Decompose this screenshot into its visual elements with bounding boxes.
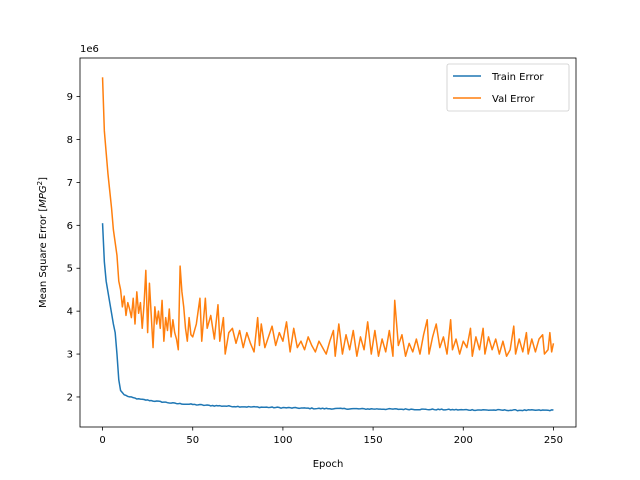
y-tick-label: 2 <box>67 392 73 403</box>
x-tick-label: 0 <box>99 435 105 446</box>
y-axis-label-exp: 2 <box>36 181 44 185</box>
y-axis: 2 3 4 5 6 7 8 9 <box>67 92 80 403</box>
y-tick-label: 9 <box>67 92 73 103</box>
series-line-val-error <box>101 77 555 357</box>
y-tick-label: 5 <box>67 264 73 275</box>
y-tick-label: 7 <box>67 178 73 189</box>
x-axis-label: Epoch <box>313 459 344 470</box>
x-tick-label: 50 <box>186 435 199 446</box>
y-axis-label-var: MPG <box>38 185 49 208</box>
series-line-train-error <box>101 223 554 412</box>
y-tick-label: 3 <box>67 350 73 361</box>
x-axis: 0 50 100 150 200 250 <box>99 427 563 446</box>
legend-label-train-error: Train Error <box>491 72 544 83</box>
legend-label-val-error: Val Error <box>492 94 535 105</box>
y-axis-label-prefix: Mean Square Error [ <box>38 208 49 308</box>
y-tick-label: 8 <box>67 135 73 146</box>
series-layer <box>101 77 555 412</box>
y-axis-label-suffix: ] <box>38 177 49 181</box>
legend: Train Error Val Error <box>446 63 570 112</box>
y-tick-label: 4 <box>67 307 73 318</box>
y-axis-label: Mean Square Error [MPG2] <box>36 177 49 308</box>
x-tick-label: 200 <box>454 435 473 446</box>
x-tick-label: 100 <box>273 435 292 446</box>
x-tick-label: 250 <box>544 435 563 446</box>
y-offset-text: 1e6 <box>80 44 99 55</box>
axes-frame <box>79 57 577 428</box>
y-tick-label: 6 <box>67 221 73 232</box>
x-tick-label: 150 <box>364 435 383 446</box>
